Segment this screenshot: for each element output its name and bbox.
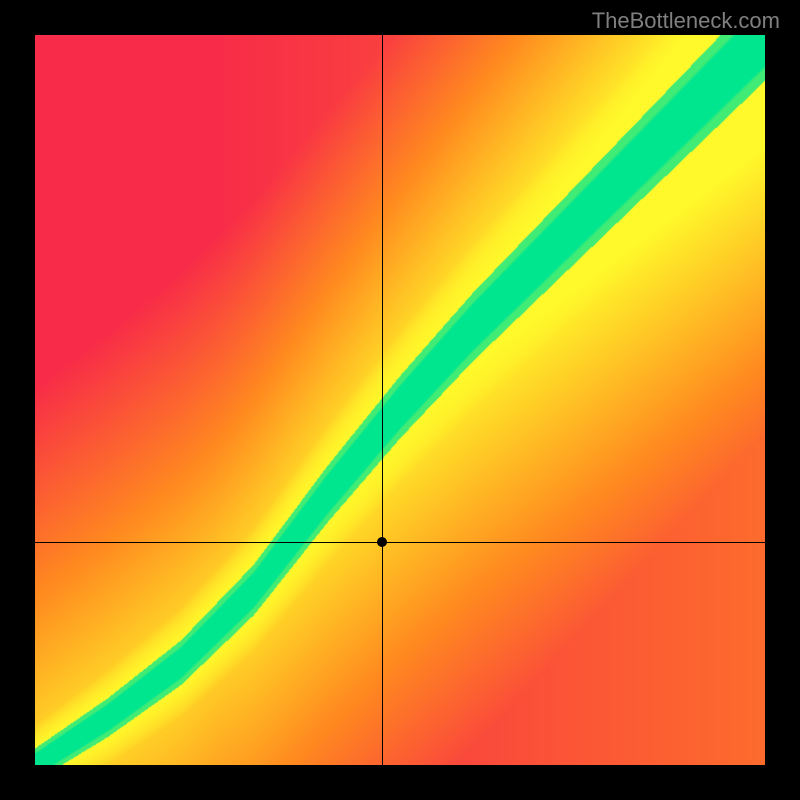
crosshair-vertical [382,35,383,765]
watermark-text: TheBottleneck.com [592,8,780,34]
heatmap-canvas [35,35,765,765]
crosshair-point [377,537,387,547]
bottleneck-heatmap [35,35,765,765]
crosshair-horizontal [35,542,765,543]
